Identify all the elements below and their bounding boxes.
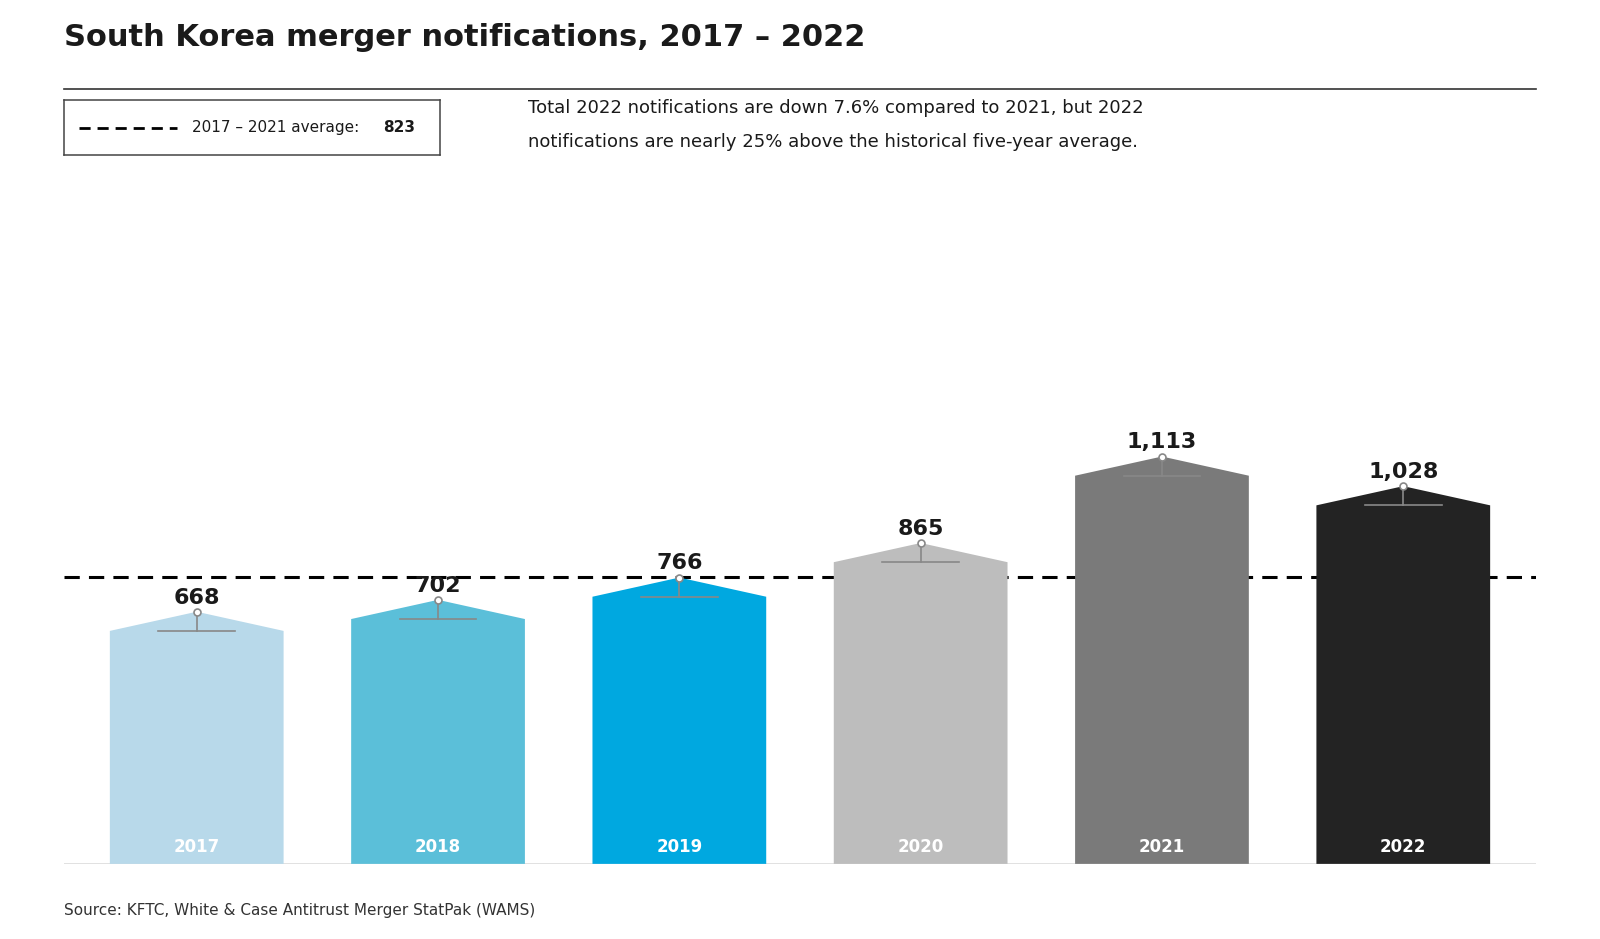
Text: Source: KFTC, White & Case Antitrust Merger StatPak (WAMS): Source: KFTC, White & Case Antitrust Mer… [64,903,536,918]
Text: 2018: 2018 [414,839,461,856]
Polygon shape [1317,486,1490,864]
Text: 766: 766 [656,553,702,574]
Text: 2017: 2017 [173,839,219,856]
Text: 702: 702 [414,576,461,595]
Text: 823: 823 [384,120,416,135]
Text: 2021: 2021 [1139,839,1186,856]
Text: notifications are nearly 25% above the historical five-year average.: notifications are nearly 25% above the h… [528,133,1138,151]
Polygon shape [592,577,766,864]
Text: 2022: 2022 [1381,839,1427,856]
Polygon shape [1075,456,1250,864]
Text: 2019: 2019 [656,839,702,856]
Text: 668: 668 [173,588,219,608]
Text: South Korea merger notifications, 2017 – 2022: South Korea merger notifications, 2017 –… [64,23,866,53]
Polygon shape [110,611,283,864]
Text: 1,113: 1,113 [1126,432,1197,453]
Polygon shape [350,600,525,864]
Polygon shape [834,543,1008,864]
Text: Total 2022 notifications are down 7.6% compared to 2021, but 2022: Total 2022 notifications are down 7.6% c… [528,99,1144,116]
Text: 865: 865 [898,519,944,539]
Text: 1,028: 1,028 [1368,462,1438,482]
Text: 2017 – 2021 average:: 2017 – 2021 average: [192,120,370,135]
Text: 2020: 2020 [898,839,944,856]
